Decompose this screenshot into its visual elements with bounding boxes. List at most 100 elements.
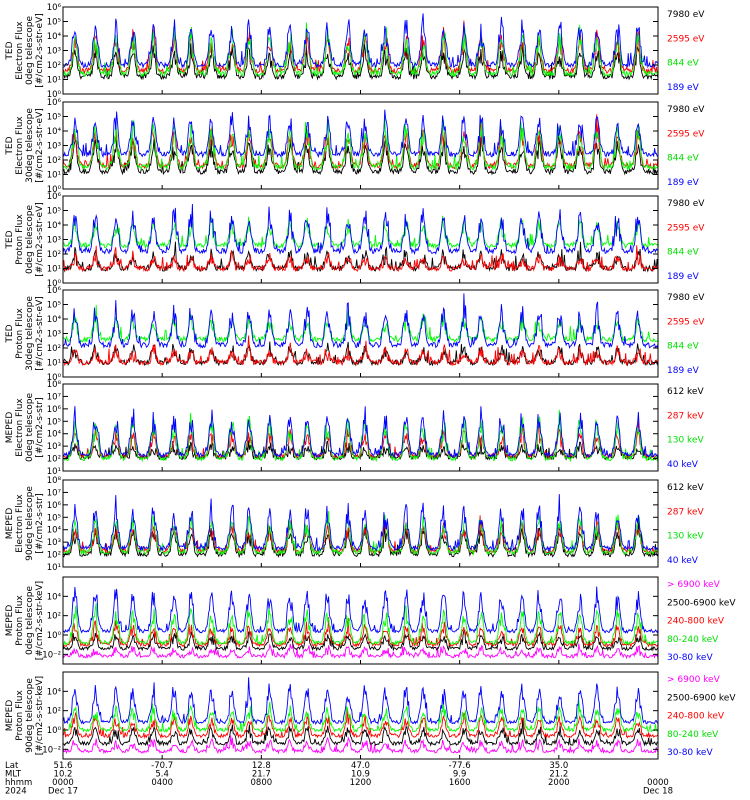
y-tick-label: 10⁵ <box>47 417 61 427</box>
panel-5-series <box>62 406 659 463</box>
series-189-ev-line <box>62 13 659 69</box>
panel-6-ylabel: MEPED Electron Flux 90deg telescope [#/cm2-… <box>5 486 45 561</box>
x-tick-label: 0400 <box>151 778 173 788</box>
y-tick-label: 10⁰ <box>47 631 62 641</box>
legend-entry: 2595 eV <box>667 223 705 233</box>
y-tick-label: 10⁵ <box>47 113 61 123</box>
panel-2-series <box>62 109 659 176</box>
legend-entry: 80-240 keV <box>667 730 719 740</box>
x-tick-label: -70.7 <box>151 761 173 771</box>
y-tick-label: 10² <box>47 551 61 561</box>
series-7980-ev-line <box>62 134 659 176</box>
panel-6-series <box>62 494 659 559</box>
panel-7-series <box>62 586 659 660</box>
y-tick-label: 10⁴ <box>47 315 62 325</box>
y-tick-label: 10⁶ <box>47 286 62 296</box>
series-844-ev-line <box>62 215 659 250</box>
legend-entry: 844 eV <box>667 248 700 258</box>
legend-entry: 130 keV <box>667 436 704 446</box>
y-tick-label: 10² <box>47 250 61 260</box>
legend-entry: 189 eV <box>667 366 700 376</box>
y-tick-label: 10⁶ <box>47 3 62 13</box>
series-844-ev-line <box>62 115 659 171</box>
y-tick-label: 10³ <box>47 330 61 340</box>
x-tick-label: 10.9 <box>351 770 370 780</box>
y-tick-label: 10⁰ <box>47 279 62 289</box>
legend-entry: > 6900 keV <box>667 675 721 685</box>
y-tick-label: 10⁶ <box>47 192 62 202</box>
series-2500-6900-kev-line <box>62 718 659 747</box>
panel-2-ylabel: TED Electron Flux 30deg telescope [#/cm2-s-… <box>5 108 45 183</box>
series-189-ev-line <box>62 109 659 159</box>
y-axis-label-line: Electron Flux <box>15 398 25 457</box>
y-tick-label: 10¹ <box>47 467 61 477</box>
y-axis-label-line: 90deg telescope <box>25 678 35 753</box>
y-tick-label: 10⁴ <box>47 221 62 231</box>
x-tick-label: 21.7 <box>252 770 271 780</box>
legend-entry: 240-800 keV <box>667 712 725 722</box>
x-tick-label: 1200 <box>350 778 372 788</box>
y-tick-label: 10² <box>47 612 61 622</box>
y-axis-label-line: TED <box>5 41 15 60</box>
series-240-800-kev-line <box>62 708 659 739</box>
y-tick-label: 10³ <box>47 142 61 152</box>
series-130-kev-line <box>62 409 659 463</box>
y-axis-label-line: MEPED <box>5 605 15 637</box>
legend-entry: 30-80 keV <box>667 748 713 758</box>
y-axis-label-line: [#/cm2-s-str] <box>35 493 45 553</box>
legend-entry: 287 keV <box>667 411 704 421</box>
y-axis-label-line: [#/cm2-s-str] <box>35 397 45 457</box>
y-axis-label-line: 0deg telescope <box>25 16 35 86</box>
y-axis-label-line: 30deg telescope <box>25 296 35 371</box>
y-tick-label: 10³ <box>47 538 61 548</box>
y-tick-label: 10³ <box>47 47 61 57</box>
y-axis-label-line: [#/cm2-s-str-eV] <box>35 296 45 371</box>
series-80-240-kev-line <box>62 700 659 733</box>
series-40-kev-line <box>62 494 659 553</box>
panel-1-series <box>62 13 659 81</box>
y-tick-label: 10² <box>47 156 61 166</box>
y-tick-label: 10¹ <box>47 359 61 369</box>
x-row-label: hhmm <box>5 778 32 788</box>
y-tick-label: 10⁵ <box>47 207 61 217</box>
panel-8-series <box>62 677 659 755</box>
y-axis-label-line: 90deg telescope <box>25 486 35 561</box>
y-axis-label-line: TED <box>5 324 15 343</box>
y-axis-label-line: [#/cm2-s-str-keV] <box>35 581 45 660</box>
series-7980-ev-line <box>62 35 659 81</box>
legend-entry: 7980 eV <box>667 10 705 20</box>
series-844-ev-line <box>62 22 659 78</box>
y-axis-label-line: TED <box>5 230 15 249</box>
y-tick-label: 10⁴ <box>47 430 62 440</box>
y-tick-label: 10⁻² <box>42 650 61 660</box>
y-tick-label: 10⁰ <box>47 90 62 100</box>
y-axis-label-line: 30deg telescope <box>25 108 35 183</box>
y-tick-label: 10⁵ <box>47 301 61 311</box>
series--6900-kev-line <box>62 643 659 660</box>
y-tick-label: 10⁰ <box>47 185 62 195</box>
panel-4-ylabel: TED Proton Flux 30deg telescope [#/cm2-s-st… <box>5 296 45 371</box>
y-tick-label: 10⁸ <box>47 380 62 390</box>
legend-entry: 240-800 keV <box>667 617 725 627</box>
y-tick-label: 10⁴ <box>47 127 62 137</box>
x-tick-label: Dec 17 <box>48 787 78 797</box>
y-tick-label: 10¹ <box>47 76 61 86</box>
panel-4-series <box>62 293 659 367</box>
y-tick-label: 10⁸ <box>47 476 62 486</box>
x-tick-label: 0000 <box>647 778 669 788</box>
legend-entry: 2595 eV <box>667 34 705 44</box>
y-axis-label-line: MEPED <box>5 412 15 444</box>
legend-entry: 844 eV <box>667 154 700 164</box>
x-tick-label: -77.6 <box>449 761 471 771</box>
series-2500-6900-kev-line <box>62 629 659 652</box>
y-tick-label: 10⁷ <box>47 392 62 402</box>
legend-entry: 7980 eV <box>667 105 705 115</box>
y-tick-label: 10² <box>47 344 61 354</box>
series-30-80-kev-line <box>62 586 659 635</box>
y-axis-label-line: MEPED <box>5 508 15 540</box>
y-tick-label: 10² <box>47 61 61 71</box>
